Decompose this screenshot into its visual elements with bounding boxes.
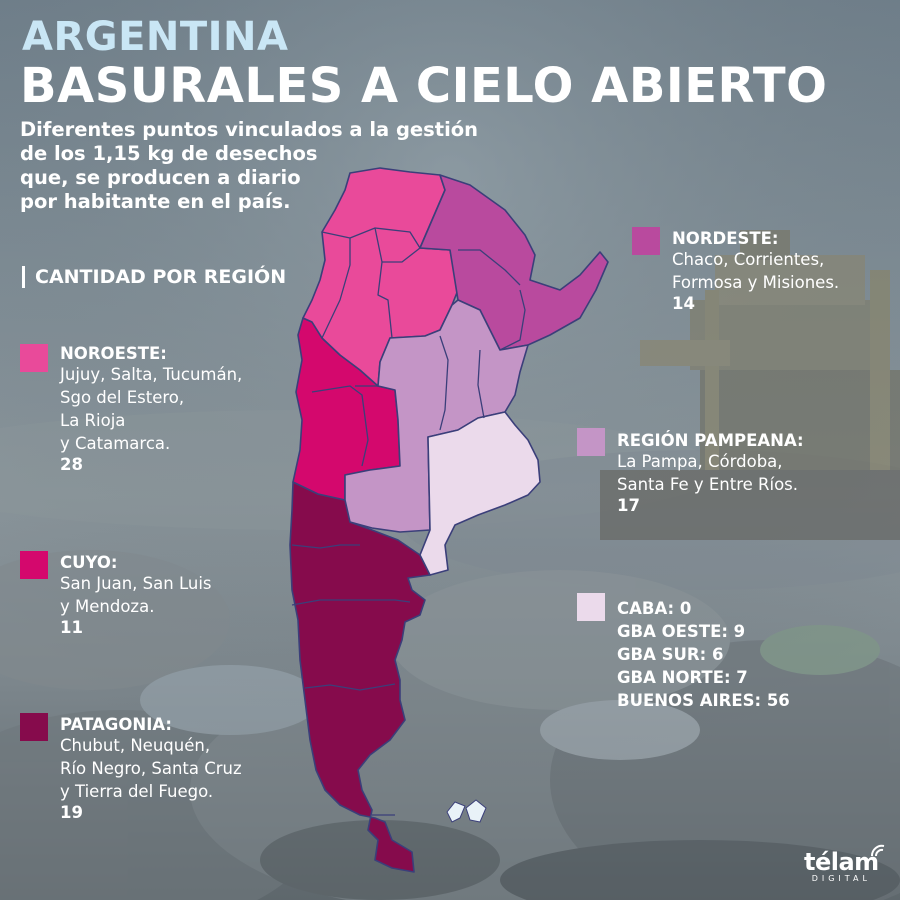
map-region-nordeste	[419, 174, 609, 351]
legend-swatch-buenos-aires	[577, 593, 605, 621]
kicker-text: ARGENTINA	[22, 14, 289, 60]
subtitle-line: por habitante en el país.	[20, 190, 291, 213]
telam-logo: télam DIGITAL	[804, 844, 885, 883]
region-provinces: Santa Fe y Entre Ríos.	[617, 475, 799, 494]
region-name: REGIÓN PAMPEANA:	[617, 431, 804, 450]
region-name: PATAGONIA:	[60, 715, 173, 734]
region-provinces: Río Negro, Santa Cruz	[60, 759, 242, 778]
legend-swatch-cuyo	[20, 551, 48, 579]
legend-swatch-pampeana	[577, 428, 605, 456]
page-title: BASURALES A CIELO ABIERTO	[20, 58, 828, 114]
region-provinces: y Tierra del Fuego.	[60, 782, 214, 801]
map-region-pampeana	[344, 299, 529, 533]
map-region-patagonia	[289, 481, 431, 873]
garbage-heap-shapes	[0, 550, 900, 900]
region-provinces: Formosa y Misiones.	[672, 273, 840, 292]
legend-buenos-aires: CABA: 0 GBA OESTE: 9 GBA SUR: 6 GBA NORT…	[617, 597, 790, 712]
district-count: GBA NORTE: 7	[617, 668, 748, 687]
subtitle-line: que, se producen a diario	[20, 166, 301, 189]
region-provinces: La Pampa, Córdoba,	[617, 452, 783, 471]
region-name: NORDESTE:	[672, 229, 779, 248]
region-name: NOROESTE:	[60, 344, 167, 363]
region-name: CUYO:	[60, 553, 118, 572]
logo-subtitle: DIGITAL	[811, 874, 871, 883]
legend-cuyo: CUYO: San Juan, San Luis y Mendoza. 11	[60, 553, 212, 637]
region-count: 28	[60, 455, 83, 474]
district-count: GBA SUR: 6	[617, 645, 724, 664]
region-provinces: San Juan, San Luis	[60, 574, 212, 593]
region-provinces: La Rioja	[60, 411, 126, 430]
legend-nordeste: NORDESTE: Chaco, Corrientes, Formosa y M…	[672, 229, 839, 313]
region-provinces: y Mendoza.	[60, 597, 155, 616]
region-count: 14	[672, 294, 695, 313]
region-provinces: Jujuy, Salta, Tucumán,	[60, 365, 243, 384]
legend-pampeana: REGIÓN PAMPEANA: La Pampa, Córdoba, Sant…	[617, 431, 804, 515]
malvinas-islands	[446, 799, 487, 823]
legend-swatch-nordeste	[632, 227, 660, 255]
district-count: GBA OESTE: 9	[617, 622, 746, 641]
section-title: CANTIDAD POR REGIÓN	[22, 266, 286, 288]
district-count: CABA: 0	[617, 599, 692, 618]
region-provinces: Chubut, Neuquén,	[60, 736, 211, 755]
region-count: 11	[60, 618, 83, 637]
district-count: BUENOS AIRES: 56	[617, 691, 790, 710]
region-provinces: Sgo del Estero,	[60, 388, 185, 407]
region-provinces: Chaco, Corrientes,	[672, 250, 825, 269]
subtitle-line: de los 1,15 kg de desechos	[20, 142, 318, 165]
legend-swatch-patagonia	[20, 713, 48, 741]
region-provinces: y Catamarca.	[60, 434, 171, 453]
legend-swatch-noroeste	[20, 344, 48, 372]
signal-arcs-icon	[870, 844, 885, 857]
region-count: 19	[60, 803, 83, 822]
region-count: 17	[617, 496, 640, 515]
legend-patagonia: PATAGONIA: Chubut, Neuquén, Río Negro, S…	[60, 715, 242, 822]
map-region-buenos-aires	[419, 411, 541, 576]
legend-noroeste: NOROESTE: Jujuy, Salta, Tucumán, Sgo del…	[60, 344, 242, 474]
logo-wordmark: télam	[804, 848, 879, 876]
bulldozer-shape	[600, 230, 900, 540]
subtitle-line: Diferentes puntos vinculados a la gestió…	[20, 118, 479, 141]
